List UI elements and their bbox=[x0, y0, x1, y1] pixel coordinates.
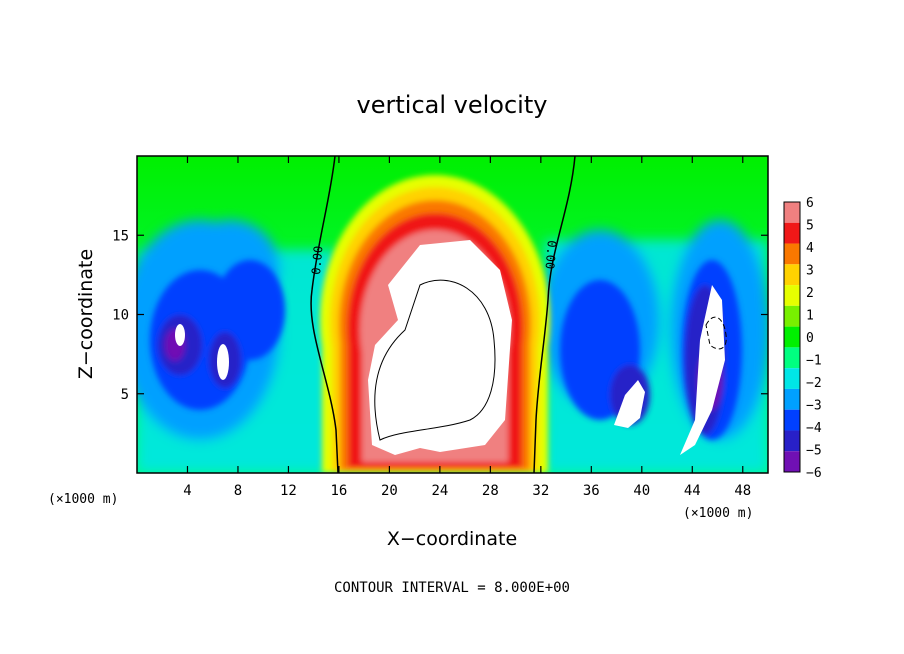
colorbar: 6 5 4 3 2 1 0 −1 −2 −3 −4 −5 −6 bbox=[783, 196, 822, 481]
colorbar-swatch bbox=[784, 264, 800, 286]
colorbar-swatch bbox=[784, 202, 800, 223]
zero-contour-left bbox=[310, 156, 339, 473]
colorbar-tick-label: −6 bbox=[806, 466, 822, 481]
colorbar-swatch bbox=[784, 285, 800, 306]
x-axis-label: X−coordinate bbox=[387, 528, 517, 550]
colorbar-tick-label: 2 bbox=[806, 286, 814, 301]
chart-title: vertical velocity bbox=[357, 91, 548, 119]
x-tick-label: 36 bbox=[583, 483, 600, 499]
colorbar-swatch bbox=[784, 305, 800, 327]
x-tick-label: 28 bbox=[482, 483, 499, 499]
colorbar-frame bbox=[783, 201, 801, 473]
y-axis-label: Z−coordinate bbox=[75, 249, 97, 379]
x-tick-label: 32 bbox=[532, 483, 549, 499]
colorbar-swatch bbox=[784, 388, 800, 410]
colorbar-tick-label: 4 bbox=[806, 241, 814, 256]
colorbar-swatch bbox=[784, 347, 800, 369]
colorbar-swatch bbox=[784, 368, 800, 389]
colorbar-tick-label: 6 bbox=[806, 196, 814, 211]
x-tick-label: 20 bbox=[381, 483, 398, 499]
plot-area: 0.00 0.00 bbox=[137, 156, 768, 473]
colorbar-tick-label: −1 bbox=[806, 354, 822, 369]
colorbar-tick-label: −5 bbox=[806, 444, 822, 459]
colorbar-swatch bbox=[784, 326, 800, 348]
colorbar-tick-label: −4 bbox=[806, 421, 822, 436]
x-tick-label: 16 bbox=[330, 483, 347, 499]
colorbar-swatch bbox=[784, 451, 800, 472]
y-tick-label: 15 bbox=[112, 228, 129, 244]
colorbar-swatch bbox=[784, 430, 800, 452]
contour-interval-note: CONTOUR INTERVAL = 8.000E+00 bbox=[334, 580, 570, 596]
zero-contour-right bbox=[533, 156, 576, 473]
x-tick-label: 44 bbox=[684, 483, 701, 499]
x-tick-label: 4 bbox=[183, 483, 191, 499]
colorbar-tick-label: 5 bbox=[806, 219, 814, 234]
x-tick-label: 12 bbox=[280, 483, 297, 499]
colorbar-tick-label: 0 bbox=[806, 331, 814, 346]
x-unit-left: (×1000 m) bbox=[48, 492, 118, 507]
colorbar-swatch bbox=[784, 222, 800, 244]
x-tick-label: 8 bbox=[234, 483, 242, 499]
x-tick-label: 40 bbox=[633, 483, 650, 499]
x-tick-label: 48 bbox=[734, 483, 751, 499]
x-tick-label: 24 bbox=[431, 483, 448, 499]
y-tick-label: 10 bbox=[112, 308, 129, 324]
contour-label-right: 0.00 bbox=[542, 240, 558, 270]
colorbar-tick-label: 1 bbox=[806, 309, 814, 324]
y-tick-label: 5 bbox=[121, 387, 129, 403]
colorbar-tick-label: 3 bbox=[806, 264, 814, 279]
x-axis: 4 8 12 16 20 24 28 32 36 40 44 48 bbox=[183, 156, 751, 499]
colorbar-tick-label: −3 bbox=[806, 399, 822, 414]
contour-label-left: 0.00 bbox=[309, 245, 325, 275]
y-axis: 5 10 15 bbox=[112, 228, 768, 403]
colorbar-tick-label: −2 bbox=[806, 376, 822, 391]
colorbar-swatch bbox=[784, 243, 800, 265]
colorbar-swatch bbox=[784, 409, 800, 431]
x-unit-right: (×1000 m) bbox=[683, 506, 753, 521]
